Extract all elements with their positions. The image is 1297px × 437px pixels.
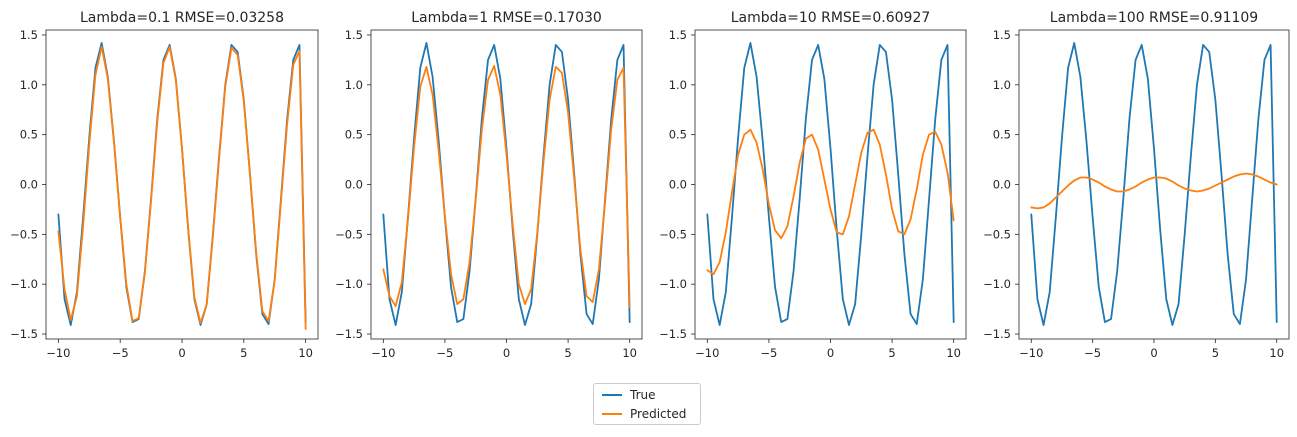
x-tick-label: −10 bbox=[371, 346, 395, 360]
y-tick-label: 1.5 bbox=[993, 28, 1011, 42]
x-tick-label: −5 bbox=[112, 346, 129, 360]
legend-item-true: True bbox=[602, 387, 656, 403]
legend-swatch-predicted bbox=[602, 413, 622, 415]
legend-label-true: True bbox=[630, 388, 656, 402]
subplot-title: Lambda=100 RMSE=0.91109 bbox=[1050, 10, 1258, 26]
series-line-true bbox=[706, 42, 955, 326]
y-tick-label: 1.0 bbox=[345, 78, 363, 92]
x-tick-label: 0 bbox=[503, 346, 510, 360]
y-tick-label: −0.5 bbox=[10, 227, 38, 241]
y-tick-label: 1.0 bbox=[993, 78, 1011, 92]
series-line-predicted bbox=[382, 64, 631, 309]
y-tick-label: −1.0 bbox=[983, 277, 1011, 291]
y-tick-label: 0.0 bbox=[345, 178, 363, 192]
x-tick-label: −5 bbox=[1084, 346, 1101, 360]
y-tick-label: −1.0 bbox=[335, 277, 363, 291]
x-tick-label: 5 bbox=[564, 346, 571, 360]
y-tick-label: −1.5 bbox=[335, 327, 363, 341]
y-tick-label: 0.5 bbox=[669, 128, 687, 142]
plot-frame bbox=[694, 29, 967, 340]
y-tick-label: 0.5 bbox=[20, 128, 38, 142]
y-tick-label: −1.0 bbox=[659, 277, 687, 291]
y-tick-label: 1.5 bbox=[345, 28, 363, 42]
y-tick-label: 0.0 bbox=[669, 178, 687, 192]
y-tick-label: −1.0 bbox=[10, 277, 38, 291]
subplot-title: Lambda=10 RMSE=0.60927 bbox=[731, 10, 931, 26]
y-tick-label: −0.5 bbox=[335, 227, 363, 241]
x-tick-label: 0 bbox=[178, 346, 185, 360]
legend-label-predicted: Predicted bbox=[630, 407, 687, 421]
x-tick-label: 0 bbox=[1150, 346, 1157, 360]
y-tick-label: 1.0 bbox=[20, 78, 38, 92]
y-tick-label: 1.5 bbox=[20, 28, 38, 42]
y-tick-label: 1.5 bbox=[669, 28, 687, 42]
subplot-3: Lambda=10 RMSE=0.60927 −10 −5 0 5 10 −1.5 −1.0 −… bbox=[659, 10, 967, 360]
y-tick-label: 0.5 bbox=[345, 128, 363, 142]
series-line-true bbox=[1030, 42, 1278, 326]
legend: True Predicted bbox=[593, 383, 701, 425]
y-tick-label: 0.0 bbox=[20, 178, 38, 192]
y-tick-label: 1.0 bbox=[669, 78, 687, 92]
x-tick-label: 10 bbox=[622, 346, 637, 360]
y-tick-label: 0.0 bbox=[993, 178, 1011, 192]
x-tick-label: 10 bbox=[1269, 346, 1284, 360]
x-tick-label: −5 bbox=[436, 346, 453, 360]
series-line-true bbox=[57, 42, 307, 326]
y-tick-label: −0.5 bbox=[983, 227, 1011, 241]
y-tick-label: 0.5 bbox=[993, 128, 1011, 142]
subplot-4: Lambda=100 RMSE=0.91109 −10 −5 0 5 10 −1.5 −1.0… bbox=[983, 10, 1290, 360]
x-tick-label: 10 bbox=[298, 346, 313, 360]
x-tick-label: −10 bbox=[695, 346, 719, 360]
series-line-predicted bbox=[706, 128, 955, 276]
x-tick-label: −10 bbox=[1019, 346, 1043, 360]
x-tick-label: 10 bbox=[946, 346, 961, 360]
x-tick-label: 5 bbox=[888, 346, 895, 360]
subplot-title: Lambda=1 RMSE=0.17030 bbox=[411, 10, 602, 26]
series-line-predicted bbox=[57, 46, 307, 330]
legend-swatch-true bbox=[602, 394, 622, 396]
subplot-title: Lambda=0.1 RMSE=0.03258 bbox=[80, 10, 284, 26]
x-tick-label: 5 bbox=[240, 346, 247, 360]
x-tick-label: 5 bbox=[1212, 346, 1219, 360]
x-tick-label: −10 bbox=[46, 346, 70, 360]
subplot-1: Lambda=0.1 RMSE=0.03258 −10 −5 0 5 10 −1.5 −1.0… bbox=[10, 10, 319, 360]
y-tick-label: −1.5 bbox=[659, 327, 687, 341]
x-tick-label: 0 bbox=[827, 346, 834, 360]
series-line-predicted bbox=[1030, 172, 1278, 210]
y-tick-label: −0.5 bbox=[659, 227, 687, 241]
y-tick-label: −1.5 bbox=[983, 327, 1011, 341]
y-tick-label: −1.5 bbox=[10, 327, 38, 341]
subplot-2: Lambda=1 RMSE=0.17030 −10 −5 0 5 10 −1.5 −1.0 −0… bbox=[335, 10, 643, 360]
legend-item-predicted: Predicted bbox=[602, 406, 686, 422]
x-tick-label: −5 bbox=[760, 346, 777, 360]
plot-frame bbox=[1018, 29, 1290, 340]
